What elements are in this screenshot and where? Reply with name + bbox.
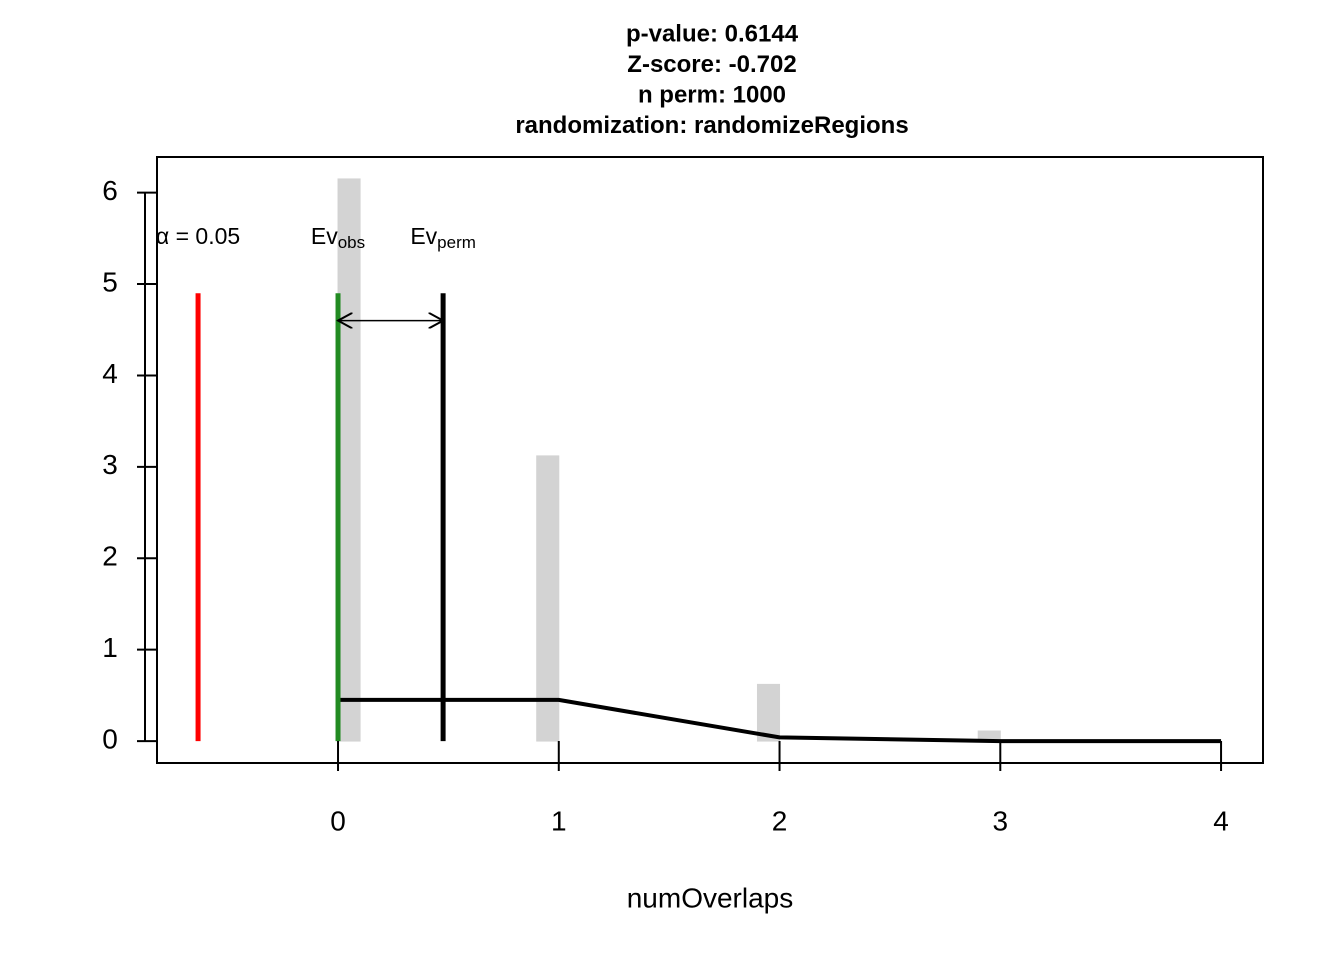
chart-title: Z-score: -0.702 [627,51,796,78]
marker-label: α = 0.05 [156,223,240,249]
y-tick-label: 5 [102,266,118,297]
y-tick-label: 6 [102,175,118,206]
x-tick-label: 2 [772,805,788,836]
y-tick-label: 2 [102,541,118,572]
marker-label: Evobs [311,223,365,252]
marker-label-main: α = 0.05 [156,223,240,249]
marker-label: Evperm [410,223,476,252]
marker-label-main: Ev [410,223,437,249]
y-tick-label: 1 [102,632,118,663]
x-tick-label: 4 [1213,805,1229,836]
chart-title: randomization: randomizeRegions [515,112,908,139]
y-tick-label: 3 [102,449,118,480]
plot-box [156,156,1264,764]
x-tick-label: 3 [993,805,1009,836]
histogram-bar [756,683,781,742]
marker-label-sub: obs [338,234,365,253]
histogram-bar [536,455,560,742]
chart-title: p-value: 0.6144 [626,20,799,47]
y-tick-label: 0 [102,723,118,754]
chart-title: n perm: 1000 [638,81,786,108]
histogram-bar [337,178,361,742]
density-line [338,697,1222,744]
y-tick-label: 4 [102,358,118,389]
x-tick-label: 1 [551,805,567,836]
x-tick-label: 0 [330,805,346,836]
marker-label-main: Ev [311,223,338,249]
x-axis-label: numOverlaps [627,882,794,913]
marker-label-sub: perm [437,234,476,253]
